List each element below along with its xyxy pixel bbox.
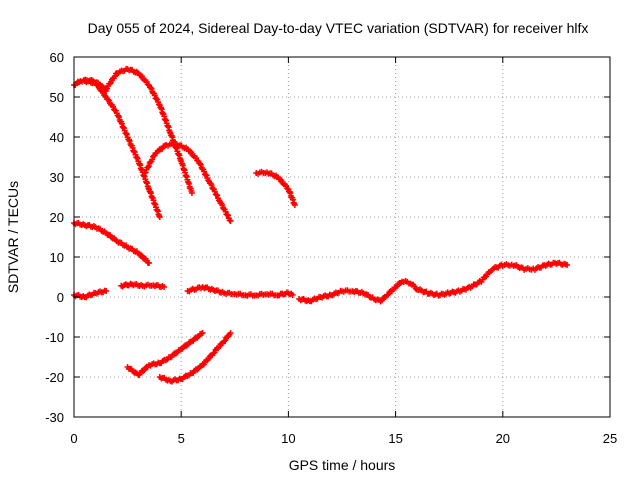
series-arc-10: [296, 259, 571, 305]
series-arc-6: [253, 168, 298, 208]
data-point: [227, 330, 234, 336]
data-point: [199, 330, 206, 336]
data-point: [564, 262, 571, 268]
data-point: [106, 97, 113, 104]
data-point: [107, 80, 114, 87]
data-point: [227, 218, 234, 224]
y-tick-label: 60: [50, 50, 64, 65]
x-tick-label: 25: [603, 431, 617, 446]
x-tick-label: 5: [178, 431, 185, 446]
data-point: [140, 368, 147, 375]
series-arc-11: [124, 330, 206, 379]
data-point: [188, 190, 195, 196]
series-arc-2: [81, 78, 163, 220]
data-point: [289, 292, 296, 298]
data-point: [277, 176, 284, 183]
plot-frame: [73, 56, 611, 418]
data-point: [161, 284, 168, 290]
series-arc-3: [103, 65, 195, 196]
y-tick-label: -20: [45, 370, 64, 385]
x-tick-label: 10: [281, 431, 295, 446]
y-axis-title: SDTVAR / TECUs: [5, 181, 21, 293]
data-point: [384, 292, 390, 299]
y-tick-label: 20: [50, 210, 64, 225]
y-tick-label: 0: [57, 290, 64, 305]
y-tick-label: 40: [50, 130, 64, 145]
y-tick-label: -10: [45, 330, 64, 345]
data-point: [155, 101, 162, 108]
series-arc-12: [156, 330, 234, 385]
y-tick-label: 50: [50, 90, 64, 105]
y-tick-label: 10: [50, 250, 64, 265]
data-point: [103, 288, 110, 294]
series-arc-4: [141, 140, 234, 224]
series-arc-8: [118, 280, 168, 290]
data-point: [108, 79, 114, 86]
data-point: [145, 163, 152, 169]
data-point: [137, 72, 144, 79]
data-point: [110, 103, 116, 110]
data-point: [105, 96, 112, 103]
data-point: [219, 202, 226, 208]
data-point: [156, 214, 163, 220]
data-point: [146, 260, 153, 266]
data-series: [71, 65, 571, 385]
data-point: [221, 338, 228, 345]
data-point: [187, 148, 193, 155]
data-point: [208, 182, 215, 188]
grid-lines: [74, 57, 610, 417]
data-point: [197, 161, 204, 168]
data-point: [126, 138, 133, 145]
x-tick-label: 0: [70, 431, 77, 446]
y-tick-label: -30: [45, 410, 64, 425]
data-point: [148, 85, 155, 92]
y-tick-label: 30: [50, 170, 64, 185]
data-point: [137, 251, 144, 258]
data-point: [102, 92, 109, 99]
x-axis-title: GPS time / hours: [289, 457, 396, 473]
data-point: [94, 82, 101, 89]
chart-title: Day 055 of 2024, Sidereal Day-to-day VTE…: [88, 20, 589, 36]
data-point: [151, 92, 158, 99]
axis-ticks: [73, 56, 611, 418]
x-tick-label: 15: [388, 431, 402, 446]
series-arc-7: [71, 287, 110, 301]
x-tick-label: 20: [496, 431, 510, 446]
series-arc-5: [71, 220, 153, 266]
series-arc-9: [184, 284, 296, 299]
y-tick-labels: -30 -20 -10 0 10 20 30 40 50 60: [45, 50, 64, 425]
x-tick-labels: 0 5 10 15 20 25: [70, 431, 617, 446]
data-point: [210, 350, 217, 357]
data-point: [291, 202, 298, 208]
